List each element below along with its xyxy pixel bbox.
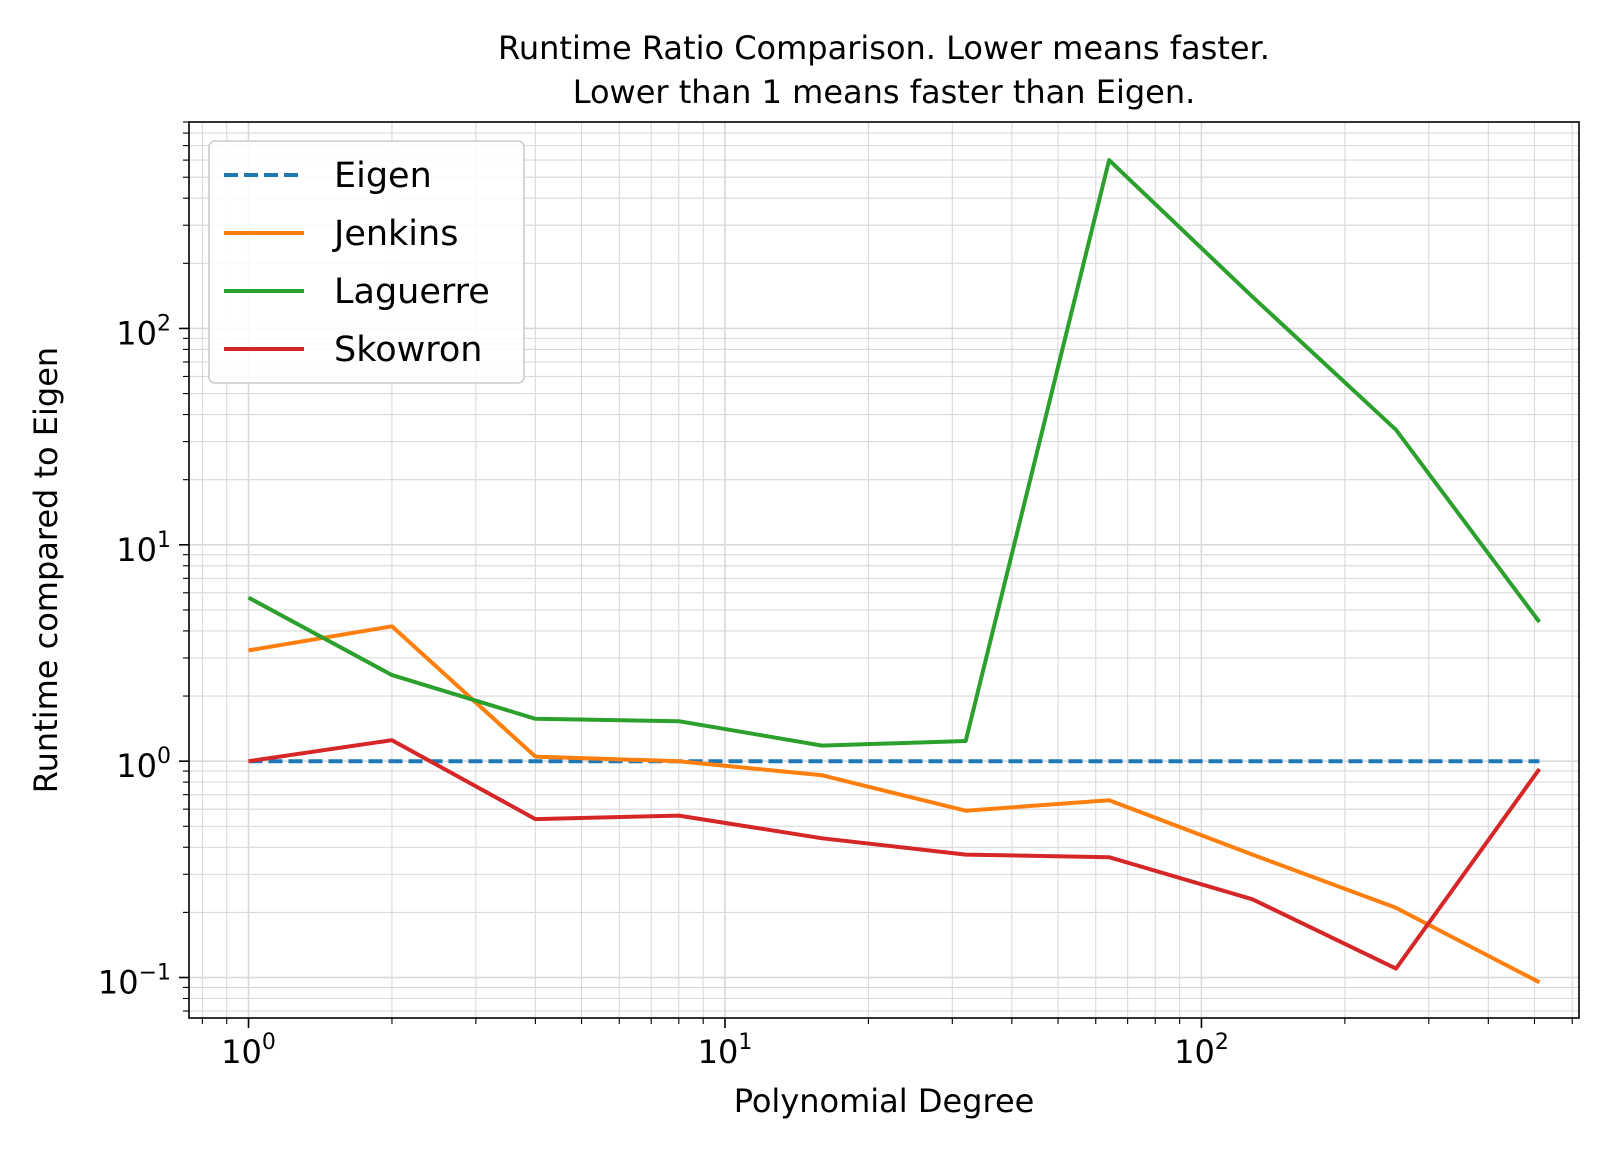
series-line-laguerre: [247, 158, 1542, 748]
axis-ticks: 100 101 102 10−1 100 101 102: [98, 121, 1573, 1071]
x-tick-label: 101: [698, 1030, 753, 1071]
y-tick-label: 101: [116, 528, 171, 569]
y-tick-label: 10−1: [98, 961, 171, 1002]
x-axis-label: Polynomial Degree: [734, 1082, 1035, 1120]
chart-title-line-2: Lower than 1 means faster than Eigen.: [573, 73, 1196, 111]
series-line-jenkins: [248, 624, 1541, 985]
plot-area: [247, 158, 1542, 985]
legend: Eigen Jenkins Laguerre Skowron: [208, 140, 525, 384]
legend-frame: [208, 140, 525, 384]
x-tick-label: 102: [1174, 1030, 1229, 1071]
y-tick-label: 100: [116, 744, 171, 785]
plot-frame: [188, 121, 1580, 1019]
chart-title-line-1: Runtime Ratio Comparison. Lower means fa…: [498, 29, 1270, 67]
y-tick-label: 102: [116, 311, 171, 352]
legend-label-jenkins: Jenkins: [332, 214, 458, 254]
series-line-skowron: [248, 738, 1542, 971]
legend-label-laguerre: Laguerre: [334, 272, 490, 312]
x-tick-label: 100: [221, 1030, 276, 1071]
legend-label-skowron: Skowron: [334, 330, 483, 370]
y-axis-label: Runtime compared to Eigen: [27, 347, 65, 793]
legend-label-eigen: Eigen: [334, 156, 432, 196]
